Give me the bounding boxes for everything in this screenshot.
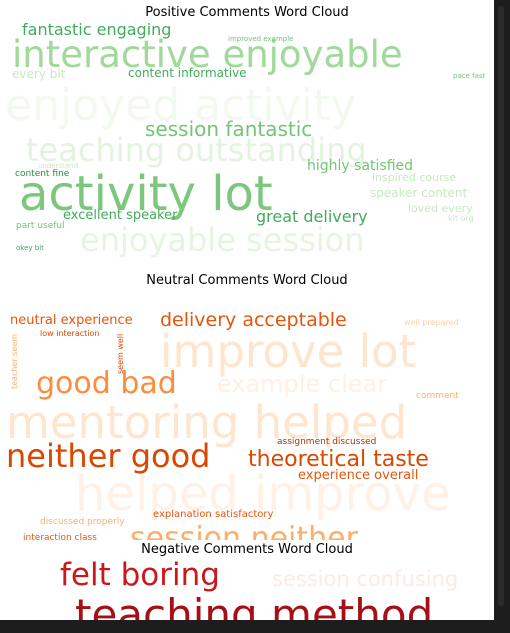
word-positive-13: inspired course (372, 171, 457, 184)
word-neutral-15: helped improve (75, 466, 451, 522)
word-positive-6: enjoyed activity (5, 80, 357, 131)
neutral-panel: Neutral Comments Word Cloud neutral expe… (0, 268, 494, 540)
word-negative-2: teaching method (75, 590, 434, 621)
word-positive-0: fantastic engaging (22, 20, 172, 39)
word-neutral-13: theoretical taste (248, 447, 429, 472)
negative-panel: Negative Comments Word Cloud felt boring… (0, 540, 494, 620)
word-negative-0: felt boring (60, 558, 220, 593)
word-positive-5: pace fast (453, 72, 486, 80)
word-neutral-9: comment (416, 391, 459, 401)
negative-title: Negative Comments Word Cloud (141, 542, 353, 557)
word-neutral-6: improve lot (160, 325, 417, 378)
scrollbar[interactable] (494, 0, 510, 633)
word-positive-11: content fine (15, 169, 70, 179)
word-neutral-7: good bad (36, 366, 177, 401)
word-negative-1: session confusing (272, 567, 459, 591)
word-positive-20: enjoyable session (80, 221, 365, 259)
word-neutral-12: neither good (6, 437, 211, 475)
bottom-bar (0, 620, 494, 633)
word-neutral-0: neutral experience (10, 313, 133, 328)
word-neutral-17: discussed properly (40, 517, 125, 527)
word-neutral-3: teacher seem (10, 334, 19, 389)
word-positive-3: every bit (12, 67, 66, 81)
word-neutral-4: low interaction (40, 329, 100, 338)
positive-title: Positive Comments Word Cloud (145, 5, 349, 20)
figure: Positive Comments Word Cloud fantastic e… (0, 0, 494, 620)
word-positive-1: interactive enjoyable (12, 33, 403, 76)
scroll-thumb[interactable] (498, 6, 504, 606)
word-neutral-10: mentoring helped (6, 396, 408, 449)
word-neutral-14: experience overall (298, 468, 419, 483)
word-neutral-1: delivery acceptable (160, 309, 347, 331)
positive-panel: Positive Comments Word Cloud fantastic e… (0, 0, 494, 268)
word-positive-4: content informative (128, 66, 247, 80)
word-neutral-19: interaction class (23, 533, 97, 541)
word-positive-19: kit org (448, 214, 474, 223)
word-neutral-16: explanation satisfactory (153, 509, 274, 520)
word-positive-8: teaching outstanding (26, 131, 367, 169)
word-positive-16: loved every (408, 202, 473, 215)
negative-cloud: felt boring session confusing teaching met… (0, 558, 494, 621)
neutral-cloud: neutral experience delivery acceptable wel… (0, 288, 494, 541)
word-neutral-8: example clear (217, 370, 388, 398)
word-positive-10: understand (38, 162, 79, 170)
neutral-title: Neutral Comments Word Cloud (146, 273, 348, 288)
word-neutral-11: assignment discussed (277, 437, 377, 447)
word-neutral-18: session neither (130, 521, 358, 541)
word-positive-21: okey bit (16, 244, 44, 252)
word-positive-15: part useful (16, 221, 65, 231)
word-positive-12: activity lot (19, 166, 273, 222)
word-neutral-2: well prepared (404, 318, 459, 327)
word-positive-9: highly satisfied (307, 158, 414, 174)
word-positive-14: speaker content (370, 186, 468, 200)
positive-cloud: fantastic engaging interactive enjoyable i… (0, 20, 494, 268)
word-positive-7: session fantastic (145, 117, 313, 141)
word-positive-17: excellent speaker (63, 208, 178, 223)
word-positive-2: improved example (228, 35, 294, 43)
word-positive-18: great delivery (256, 207, 368, 226)
